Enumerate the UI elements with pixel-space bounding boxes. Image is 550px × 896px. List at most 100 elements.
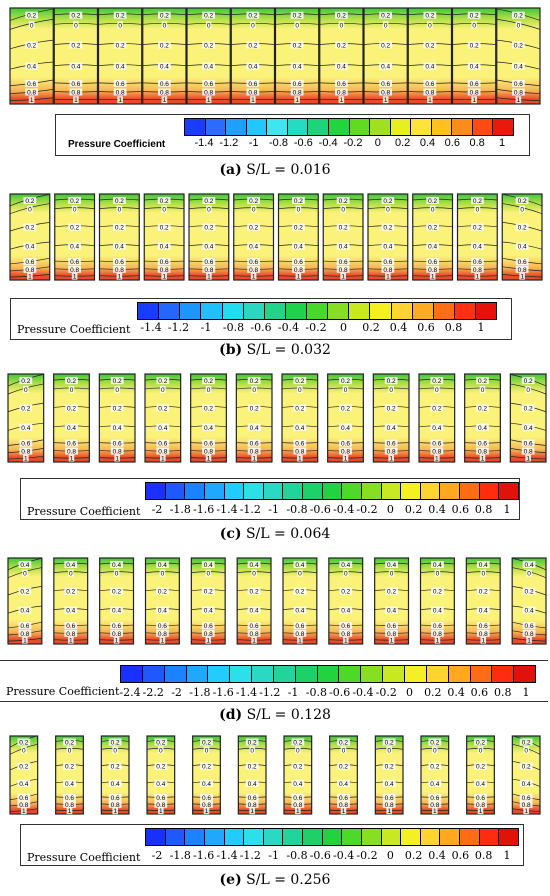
contour-label: 0: [159, 747, 163, 754]
colorbar-tick-label: -1: [268, 849, 280, 862]
contour-label-bg: [477, 807, 484, 815]
contour-label-bg: [467, 41, 481, 49]
contour-label-bg: [515, 258, 529, 266]
contour-label: 0.2: [160, 42, 169, 49]
contour-label-bg: [206, 272, 212, 280]
contour-label-bg: [154, 800, 168, 808]
contour-label-bg: [519, 779, 533, 787]
contour-label: 0.4: [293, 781, 302, 788]
contour-label: 0.6: [160, 81, 169, 88]
contour-label-bg: [116, 272, 123, 280]
contour-label-bg: [249, 746, 255, 754]
contour-label-bg: [523, 746, 529, 754]
contour-label: 1: [163, 97, 167, 104]
contour-label-bg: [339, 629, 353, 637]
contour-label-bg: [382, 762, 396, 770]
contour-tile: 0.200.20.40.60.81: [363, 7, 408, 105]
contour-label-bg: [526, 636, 532, 644]
contour-label-bg: [336, 242, 350, 250]
contour-label-bg: [476, 377, 489, 385]
contour-label-bg: [337, 800, 350, 808]
contour-label: 0: [113, 747, 117, 754]
contour-label-bg: [245, 779, 259, 787]
colorbar-swatch: [342, 483, 362, 499]
contour-label-bg: [205, 96, 212, 104]
contour-label: 0: [433, 747, 437, 754]
contour-label-bg: [470, 197, 484, 205]
contour-label: 0.8: [66, 631, 75, 638]
contour-label-bg: [200, 779, 213, 787]
panel-e-caption: (e) S/L = 0.256: [0, 872, 550, 888]
contour-tile: 0.200.20.40.60.81: [329, 735, 358, 815]
contour-label: 0.2: [202, 739, 211, 746]
contour-label: 0.6: [204, 623, 213, 630]
contour-label-bg: [515, 223, 529, 231]
colorbar-tick-label: -1: [248, 137, 259, 149]
contour-label-bg: [480, 569, 487, 577]
contour-label-bg: [27, 205, 33, 213]
contour-label-bg: [519, 205, 525, 213]
contour-label: 0.8: [20, 631, 29, 638]
contour-label-bg: [19, 439, 33, 447]
contour-label-bg: [291, 738, 305, 746]
contour-tile: 0.200.20.40.60.81: [322, 193, 364, 281]
contour-label-bg: [250, 96, 256, 104]
contour-label: 0: [342, 747, 346, 754]
contour-label: 1: [69, 638, 73, 645]
contour-label-bg: [522, 561, 536, 569]
contour-label: 0.4: [158, 562, 167, 569]
contour-label-bg: [291, 242, 305, 250]
contour-label-bg: [340, 272, 346, 280]
contour-label-bg: [388, 454, 394, 462]
contour-label: 0.8: [295, 449, 304, 456]
panel-c-caption-letter: (c): [219, 526, 242, 542]
contour-label: 0.6: [204, 81, 213, 88]
contour-tile: 0.200.20.40.60.81: [98, 373, 136, 463]
contour-label-bg: [21, 807, 27, 815]
contour-label-bg: [381, 258, 395, 266]
contour-label-bg: [245, 800, 259, 808]
contour-label: 0: [481, 571, 485, 578]
contour-label-bg: [525, 454, 531, 462]
contour-label: 0.2: [158, 589, 167, 596]
contour-label-bg: [295, 807, 301, 815]
contour-label-bg: [476, 629, 490, 637]
contour-label: 0.8: [341, 631, 350, 638]
colorbar-swatch: [246, 119, 268, 135]
contour-label-bg: [476, 622, 490, 630]
colorbar-swatch: [273, 666, 296, 682]
contour-tile: 0.200.20.40.60.81: [55, 735, 84, 815]
contour-label: 1: [73, 274, 77, 281]
colorbar-swatch: [479, 829, 500, 845]
contour-label-bg: [381, 242, 395, 250]
colorbar-swatch: [222, 303, 244, 319]
contour-label: 0.6: [25, 259, 34, 266]
contour-label: 1: [162, 274, 166, 281]
panel-c-caption-text: S/L = 0.064: [245, 526, 331, 542]
contour-label: 0.2: [250, 589, 259, 596]
contour-label-bg: [68, 265, 82, 273]
panel-a-caption-text: S/L = 0.016: [246, 162, 331, 178]
contour-label-bg: [156, 404, 170, 412]
contour-label-bg: [18, 606, 32, 614]
contour-tile: 0.200.20.40.60.81: [188, 193, 230, 281]
colorbar-swatch: [138, 303, 160, 319]
colorbar-swatch: [328, 303, 350, 319]
contour-label-bg: [201, 629, 215, 637]
colorbar-swatch: [401, 829, 421, 845]
contour-label-bg: [17, 793, 31, 801]
colorbar-tick-label: 0.6: [470, 686, 489, 699]
contour-label: 0: [252, 571, 256, 578]
contour-label: 0.2: [248, 764, 257, 771]
colorbar-swatch: [328, 119, 350, 135]
contour-label: 0.6: [341, 441, 350, 448]
contour-label-bg: [202, 377, 215, 385]
contour-label-bg: [476, 447, 489, 455]
colorbar-swatch: [440, 483, 460, 499]
contour-label: 0.8: [341, 449, 350, 456]
contour-label-bg: [519, 793, 533, 801]
contour-label: 1: [118, 274, 122, 281]
contour-tile: 0.200.20.40.60.81: [451, 7, 497, 105]
contour-label-bg: [522, 622, 536, 630]
contour-label: 1: [431, 274, 435, 281]
